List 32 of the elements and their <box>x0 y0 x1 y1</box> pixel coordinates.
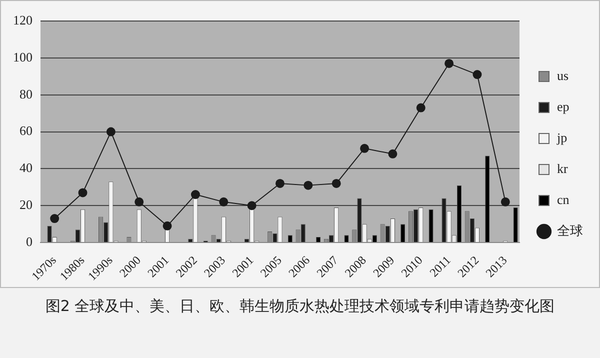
point <box>219 197 228 206</box>
y-tick-label: 0 <box>26 234 32 249</box>
y-tick-label: 80 <box>20 86 32 102</box>
point <box>78 188 88 198</box>
legend-label: ep <box>557 98 570 114</box>
legend-label: 全球 <box>557 222 583 238</box>
caption: 图2 全球及中、美、日、欧、韩生物质水热处理技术领域专利申请趋势变化图 <box>44 296 556 317</box>
y-tick-label: 40 <box>20 160 32 176</box>
point <box>444 58 454 68</box>
point <box>134 197 144 206</box>
point <box>360 144 370 153</box>
point <box>162 221 172 230</box>
y-tick-label: 20 <box>20 197 32 212</box>
point <box>416 103 426 112</box>
legend-label: kr <box>557 160 568 176</box>
point <box>332 178 341 188</box>
point <box>50 214 60 224</box>
point <box>304 180 313 190</box>
point <box>472 70 482 80</box>
legend-label: cn <box>557 192 570 207</box>
x-tick-label: 2011 <box>426 253 454 280</box>
point <box>247 201 256 210</box>
legend-label: jp <box>556 130 568 145</box>
y-tick-label: 60 <box>20 123 32 138</box>
point <box>276 178 284 188</box>
y-tick-label: 100 <box>13 49 32 64</box>
point <box>500 197 510 206</box>
point <box>106 127 116 136</box>
y-tick-label: 120 <box>13 12 32 28</box>
point <box>190 190 200 200</box>
point <box>388 149 398 158</box>
legend-label: us <box>557 68 569 83</box>
